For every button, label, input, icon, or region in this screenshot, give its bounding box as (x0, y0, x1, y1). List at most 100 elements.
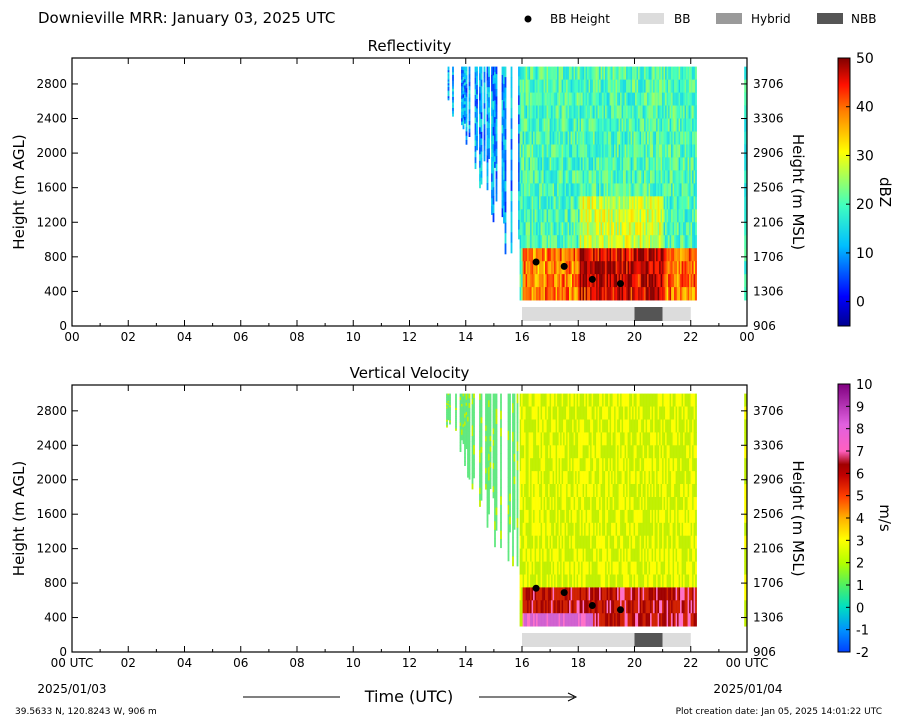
heatmap-cell (531, 613, 534, 627)
heatmap-cell (666, 261, 669, 275)
heatmap-cell (633, 235, 636, 249)
heatmap-cell (530, 419, 532, 433)
heatmap-cell (581, 445, 583, 459)
heatmap-cell (447, 90, 450, 93)
heatmap-cell (510, 139, 513, 150)
heatmap-cell (492, 66, 495, 76)
heatmap-cell (612, 535, 615, 550)
heatmap-cell (554, 144, 556, 158)
heatmap-cell (684, 183, 687, 197)
heatmap-cell (534, 157, 537, 171)
heatmap-cell (626, 235, 628, 249)
heatmap-cell (675, 196, 678, 210)
heatmap-cell (579, 548, 582, 562)
heatmap-cell (492, 411, 495, 418)
heatmap-cell (575, 170, 577, 184)
heatmap-cell (665, 432, 667, 446)
heatmap-cell (572, 497, 574, 511)
heatmap-cell (692, 222, 694, 236)
heatmap-cell (611, 131, 613, 145)
heatmap-cell (551, 92, 553, 106)
heatmap-cell (567, 209, 570, 223)
heatmap-cell (584, 484, 586, 498)
heatmap-cell (677, 222, 679, 236)
heatmap-cell (510, 211, 513, 223)
heatmap-cell (659, 105, 661, 119)
heatmap-cell (686, 157, 688, 171)
heatmap-cell (597, 548, 600, 562)
heatmap-cell (461, 92, 463, 97)
heatmap-cell (545, 274, 547, 288)
heatmap-cell (468, 436, 471, 442)
heatmap-cell (462, 413, 465, 417)
heatmap-cell (645, 261, 648, 275)
heatmap-cell (534, 261, 537, 275)
heatmap-cell (605, 235, 607, 249)
heatmap-cell (591, 432, 594, 446)
heatmap-cell (558, 445, 561, 459)
heatmap-cell (621, 235, 624, 249)
heatmap-cell (603, 613, 606, 627)
heatmap-cell (666, 574, 669, 588)
heatmap-cell (645, 419, 648, 433)
heatmap-cell (570, 484, 573, 498)
heatmap-cell (545, 66, 547, 80)
heatmap-cell (530, 458, 532, 472)
heatmap-cell (447, 398, 450, 400)
heatmap-cell (480, 118, 483, 126)
heatmap-cell (564, 248, 567, 262)
heatmap-cell (605, 406, 607, 420)
heatmap-cell (645, 209, 648, 223)
heatmap-cell (501, 100, 504, 109)
heatmap-cell (641, 274, 643, 288)
heatmap-cell (617, 79, 619, 93)
heatmap-cell (539, 235, 541, 249)
heatmap-cell (527, 222, 529, 236)
heatmap-cell (645, 131, 648, 145)
heatmap-cell (588, 484, 591, 498)
heatmap-cell (609, 105, 612, 119)
heatmap-cell (626, 92, 628, 106)
heatmap-cell (693, 222, 696, 236)
heatmap-cell (480, 131, 483, 139)
heatmap-cell (621, 548, 624, 562)
heatmap-cell (630, 548, 633, 562)
heatmap-cell (632, 406, 634, 420)
heatmap-cell (615, 471, 618, 485)
heatmap-cell (687, 222, 690, 236)
heatmap-cell (518, 85, 520, 96)
x-tick-label: 22 (683, 330, 698, 344)
heatmap-cell (578, 248, 580, 262)
heatmap-cell (495, 186, 498, 194)
heatmap-cell (455, 424, 457, 427)
heatmap-cell (486, 497, 489, 506)
heatmap-cell (666, 105, 669, 119)
heatmap-cell (510, 77, 513, 88)
heatmap-cell (579, 406, 582, 420)
heatmap-cell (635, 522, 637, 537)
heatmap-cell (566, 393, 568, 407)
heatmap-cell (509, 455, 511, 464)
heatmap-cell (563, 144, 565, 158)
heatmap-cell (570, 406, 573, 420)
heatmap-cell (588, 131, 591, 145)
heatmap-cell (531, 170, 534, 184)
heatmap-cell (615, 561, 618, 575)
heatmap-cell (660, 587, 663, 601)
heatmap-cell (693, 66, 696, 80)
heatmap-cell (692, 170, 694, 184)
heatmap-cell (645, 196, 648, 210)
heatmap-cell (666, 183, 669, 197)
heatmap-cell (576, 600, 579, 614)
heatmap-cell (690, 66, 693, 80)
heatmap-cell (455, 414, 457, 417)
heatmap-cell (491, 132, 493, 142)
heatmap-cell (662, 587, 664, 601)
heatmap-cell (612, 157, 615, 171)
heatmap-cell (579, 261, 582, 275)
heatmap-cell (666, 497, 669, 511)
heatmap-cell (660, 92, 663, 106)
heatmap-cell (507, 523, 510, 534)
heatmap-cell (468, 407, 471, 414)
heatmap-cell (575, 131, 577, 145)
